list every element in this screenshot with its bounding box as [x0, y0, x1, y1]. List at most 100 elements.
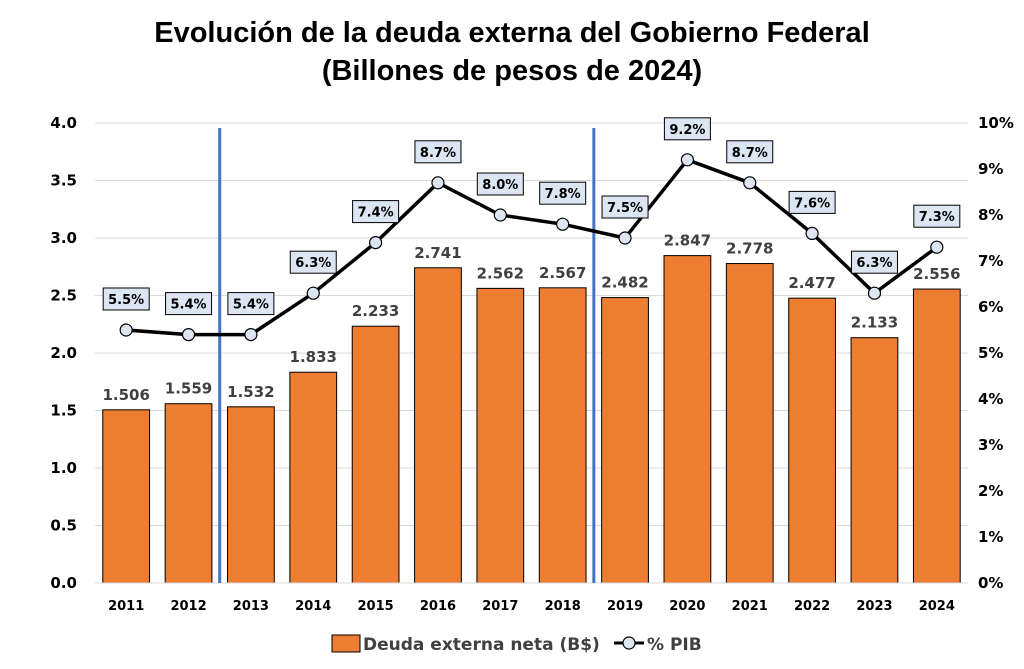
- y-right-tick-label: 3%: [978, 436, 1003, 454]
- pib-marker-2019: [618, 231, 632, 245]
- x-tick-label: 2012: [170, 599, 206, 614]
- bar-2016: [414, 267, 462, 584]
- y-left-tick-label: 0.0: [50, 574, 77, 592]
- y-left-tick-label: 2.0: [50, 344, 77, 362]
- x-tick-label: 2016: [420, 599, 456, 614]
- legend-swatch-bar: [331, 634, 361, 653]
- y-left-tick-label: 3.0: [50, 229, 77, 247]
- bar-label-2023: 2.133: [851, 314, 898, 332]
- bar-label-2016: 2.741: [414, 244, 461, 262]
- bar-label-2020: 2.847: [664, 232, 711, 250]
- pib-marker-2022: [805, 226, 819, 240]
- pib-label-2024: 7.3%: [919, 210, 955, 225]
- y-right-tick-label: 10%: [978, 114, 1014, 132]
- bar-label-2021: 2.778: [726, 240, 773, 258]
- legend-swatch-marker: [622, 636, 636, 650]
- bar-label-2013: 1.532: [227, 383, 274, 401]
- bar-2019: [601, 297, 649, 584]
- pib-label-2023: 6.3%: [856, 256, 892, 271]
- x-tick-label: 2019: [607, 599, 643, 614]
- bar-label-2015: 2.233: [352, 302, 399, 320]
- pib-marker-2020: [680, 153, 694, 167]
- bar-2011: [102, 409, 151, 584]
- pib-label-2019: 7.5%: [607, 201, 643, 216]
- y-left-tick-label: 1.0: [50, 459, 77, 477]
- legend-label-line: % PIB: [647, 635, 702, 655]
- bar-2012: [164, 403, 213, 584]
- pib-label-box: [850, 250, 898, 274]
- pib-label-box: [476, 172, 524, 196]
- bar-2018: [538, 287, 587, 584]
- chart-title-line-1: Evolución de la deuda externa del Gobier…: [154, 17, 870, 49]
- pib-marker-2013: [244, 328, 258, 342]
- bar-2022: [788, 297, 836, 584]
- x-tick-label: 2020: [669, 599, 705, 614]
- bar-2015: [351, 325, 400, 584]
- pib-label-2016: 8.7%: [420, 146, 456, 161]
- x-tick-label: 2013: [233, 599, 269, 614]
- pib-marker-2023: [867, 286, 882, 300]
- chart-title-line-2: (Billones de pesos de 2024): [321, 55, 703, 87]
- y-right-tick-label: 1%: [978, 528, 1003, 546]
- pib-label-box: [539, 181, 587, 205]
- pib-marker-2016: [431, 176, 445, 190]
- pib-label-box: [165, 292, 213, 316]
- bar-2020: [663, 255, 712, 584]
- bar-2024: [912, 288, 961, 584]
- bar-label-2018: 2.567: [539, 264, 586, 282]
- y-left-tick-label: 2.5: [50, 287, 77, 305]
- pib-label-box: [102, 287, 150, 311]
- pib-marker-2012: [181, 328, 196, 342]
- y-right-tick-label: 0%: [978, 574, 1003, 592]
- bar-2014: [289, 371, 338, 584]
- bar-2013: [227, 406, 275, 584]
- pib-label-box: [788, 190, 836, 214]
- x-tick-label: 2014: [295, 599, 331, 614]
- legend-label-bar: Deuda externa neta (B$): [363, 635, 600, 655]
- x-tick-label: 2022: [794, 599, 830, 614]
- bar-2021: [725, 263, 774, 584]
- pib-marker-2011: [119, 323, 133, 337]
- pib-label-2013: 5.4%: [233, 298, 269, 313]
- y-left-tick-label: 4.0: [50, 114, 77, 132]
- pib-label-box: [663, 117, 711, 141]
- bar-2017: [476, 287, 525, 584]
- pib-marker-2021: [743, 176, 757, 190]
- bar-label-2014: 1.833: [290, 348, 337, 366]
- y-right-tick-label: 6%: [978, 298, 1003, 316]
- pib-line: [126, 158, 938, 337]
- y-right-tick-label: 9%: [978, 160, 1003, 178]
- pib-label-2022: 7.6%: [794, 196, 830, 211]
- bar-label-2011: 1.506: [102, 386, 149, 404]
- x-tick-label: 2011: [108, 599, 144, 614]
- bar-label-2022: 2.477: [788, 274, 835, 292]
- y-right-tick-label: 2%: [978, 482, 1003, 500]
- bar-label-2024: 2.556: [913, 265, 960, 283]
- chart-title: Evolución de la deuda externa del Gobier…: [0, 14, 1024, 90]
- y-left-tick-label: 0.5: [50, 517, 77, 535]
- pib-label-box: [289, 250, 337, 274]
- y-left-tick-label: 1.5: [50, 402, 77, 420]
- bar-label-2019: 2.482: [601, 274, 648, 292]
- x-tick-label: 2024: [919, 599, 955, 614]
- pib-label-box: [913, 204, 961, 228]
- x-tick-label: 2023: [856, 599, 892, 614]
- pib-label-2011: 5.5%: [108, 293, 144, 308]
- x-tick-label: 2018: [545, 599, 581, 614]
- x-tick-label: 2021: [732, 599, 768, 614]
- pib-marker-2024: [930, 240, 944, 254]
- bar-label-2017: 2.562: [477, 264, 524, 282]
- x-tick-label: 2015: [358, 599, 394, 614]
- pib-label-box: [601, 195, 649, 219]
- pib-label-2012: 5.4%: [171, 298, 207, 313]
- y-right-tick-label: 8%: [978, 206, 1003, 224]
- pib-label-2017: 8.0%: [482, 178, 518, 193]
- pib-label-2021: 8.7%: [732, 146, 768, 161]
- pib-marker-2015: [369, 236, 383, 250]
- pib-label-2018: 7.8%: [545, 187, 581, 202]
- pib-marker-2014: [306, 286, 320, 300]
- pib-label-box: [352, 200, 400, 224]
- pib-marker-2017: [493, 208, 507, 222]
- pib-label-box: [414, 140, 462, 164]
